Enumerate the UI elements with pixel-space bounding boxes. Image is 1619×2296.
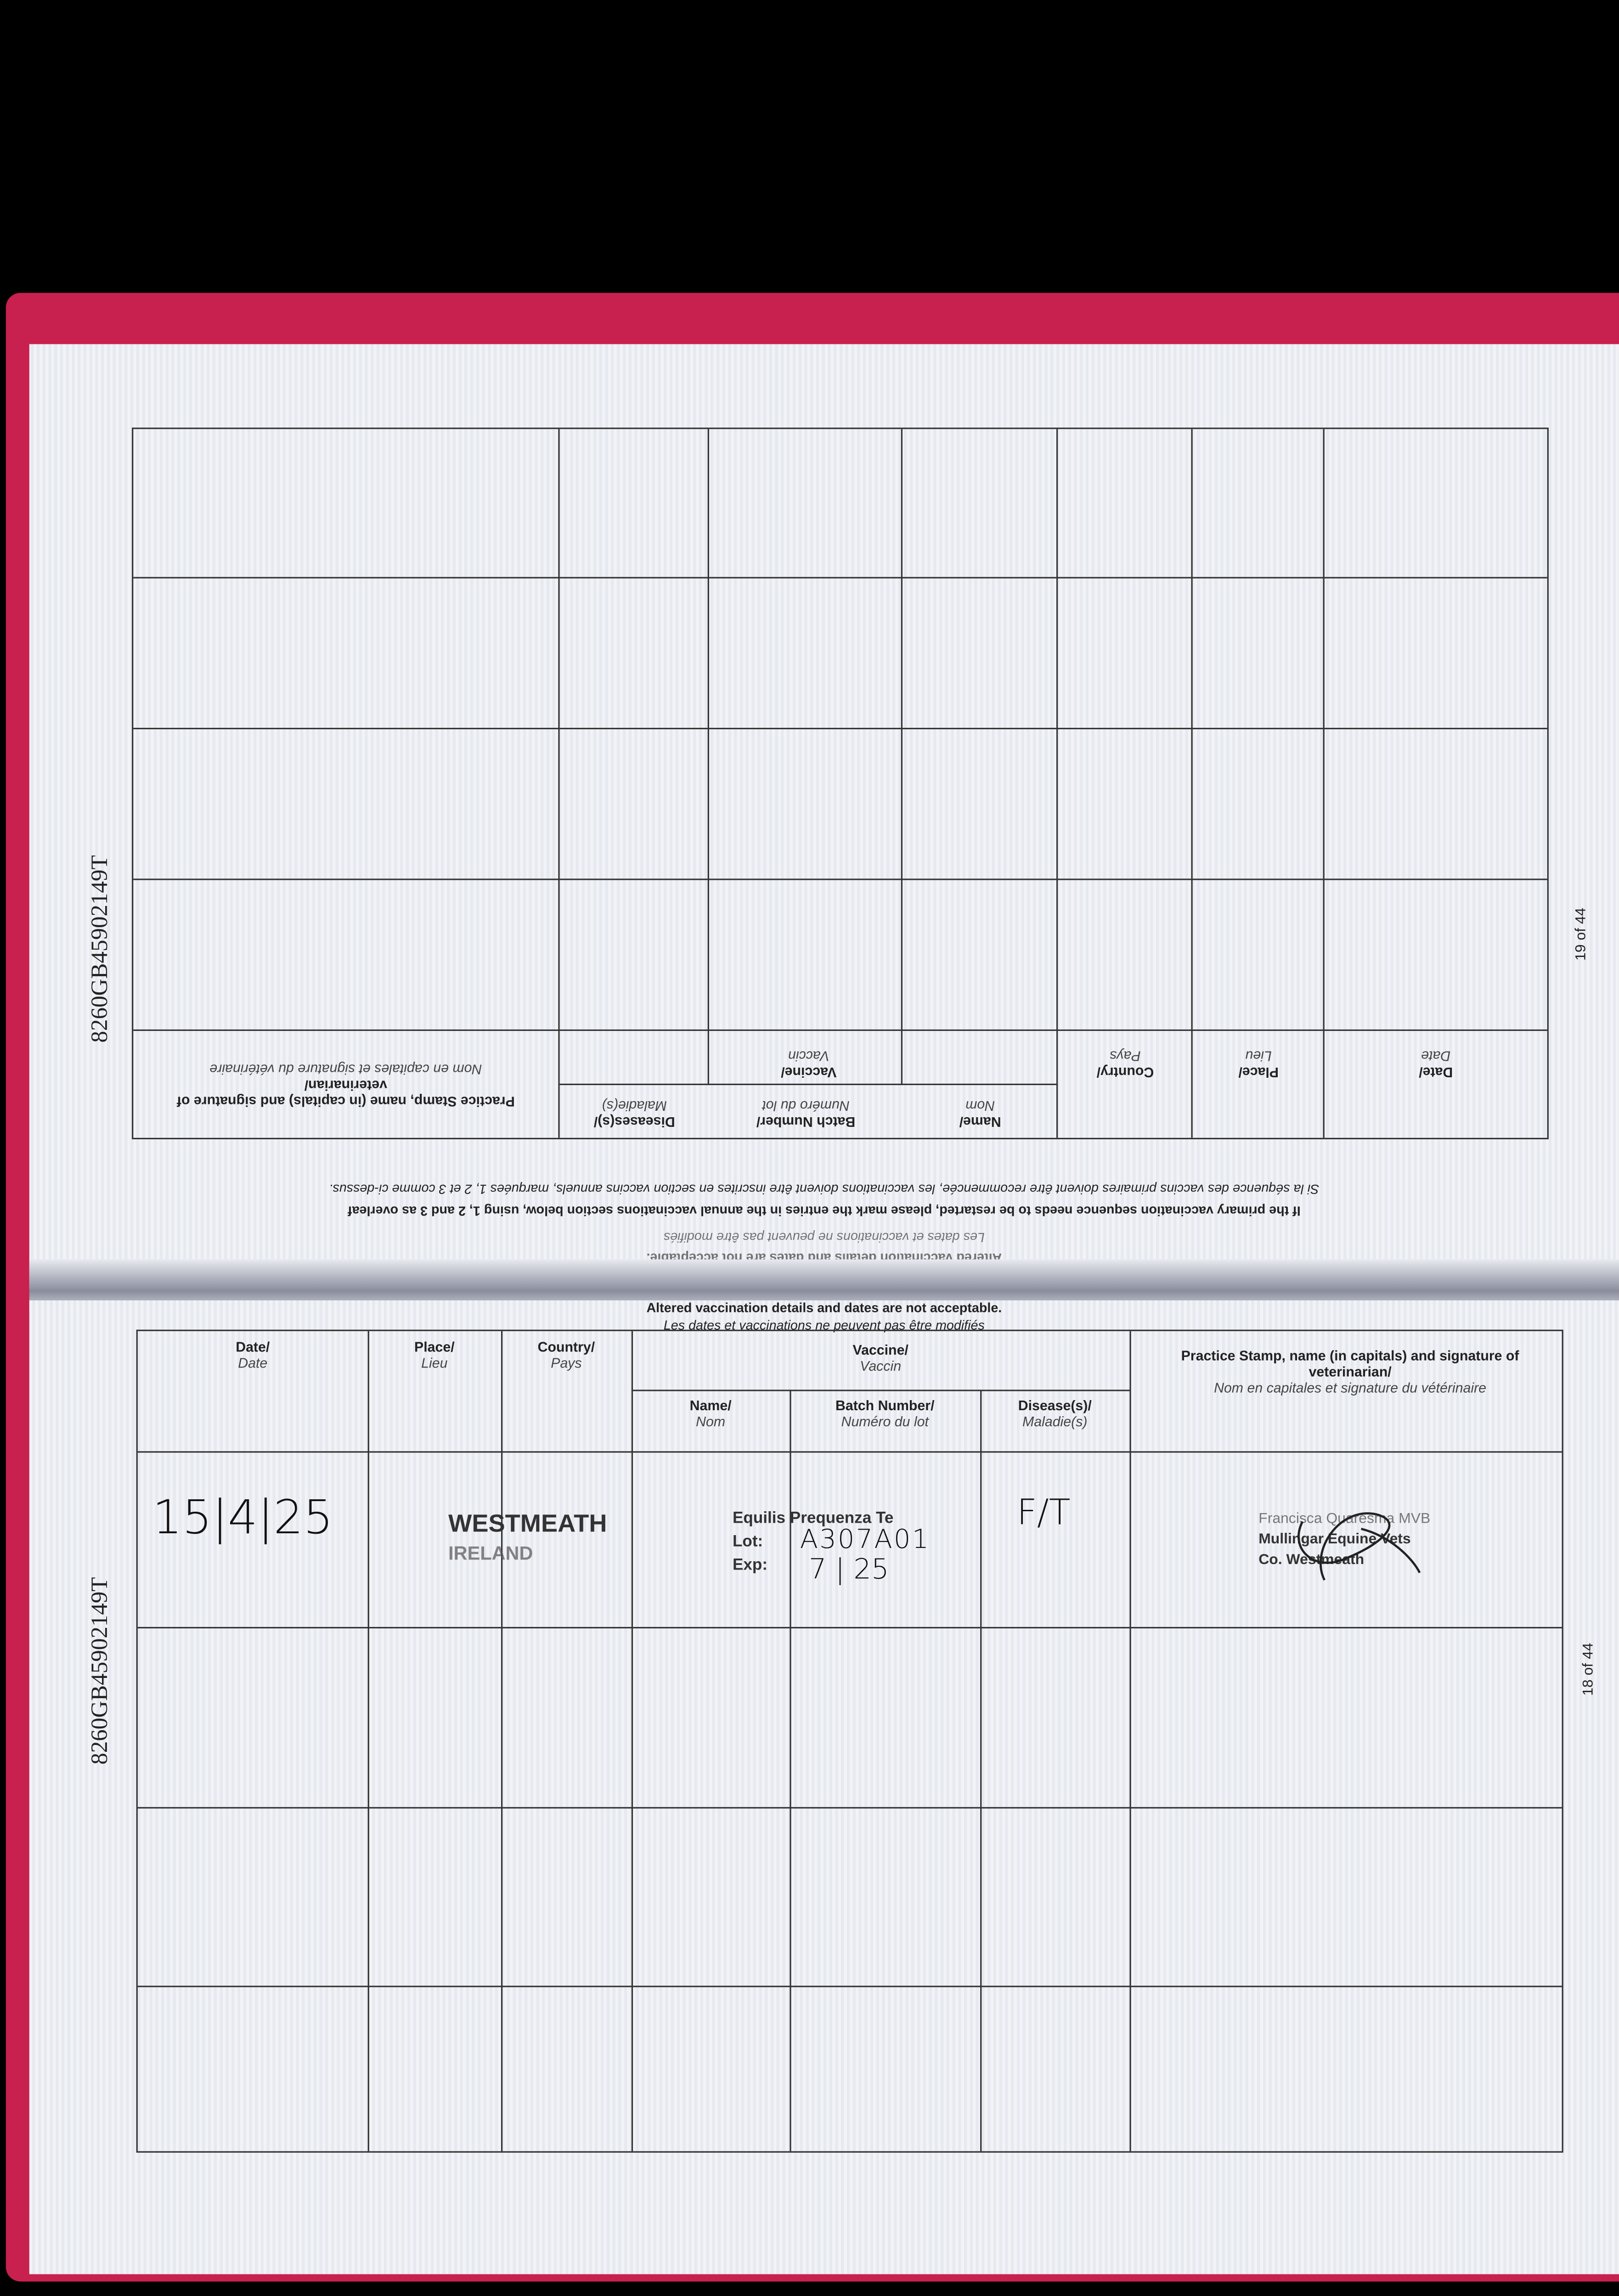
col-name: Name/Nom	[959, 1097, 1001, 1129]
instructions-fr: Si la séquence des vaccins primaires doi…	[329, 1182, 1320, 1197]
col-name: Name/Nom	[689, 1398, 732, 1431]
col-disease: Disease(s)/Maladie(s)	[1018, 1398, 1092, 1431]
entry-place: WESTMEATH	[448, 1509, 607, 1538]
col-batch: Batch Number/Numéro du lot	[835, 1398, 935, 1431]
col-place: Place/Lieu	[414, 1339, 455, 1373]
notice-fr: Les dates et vaccinations ne peuvent pas…	[663, 1230, 985, 1245]
entry-exp: 7 | 25	[808, 1553, 889, 1586]
col-date: Date/Date	[236, 1339, 270, 1373]
lower-vaccination-table: Date/Date Place/Lieu Country/Pays Vaccin…	[136, 1329, 1563, 2153]
col-date: Date/Date	[1419, 1047, 1453, 1080]
entry-lot: A307A01	[800, 1524, 931, 1555]
notice-en: Altered vaccination details and dates ar…	[646, 1300, 1002, 1315]
col-country: Country/Pays	[1096, 1047, 1154, 1080]
lot-label: Lot:	[733, 1533, 763, 1551]
instructions-en: If the primary vaccination sequence need…	[348, 1204, 1301, 1219]
page-number-19: 19 of 44	[1574, 907, 1590, 961]
entry-disease: F/T	[1016, 1492, 1071, 1533]
col-batch: Batch Number/Numéro du lot	[756, 1097, 856, 1129]
lower-page: Altered vaccination details and dates ar…	[29, 1300, 1619, 2274]
page-number-18: 18 of 44	[1581, 1643, 1597, 1696]
signature-icon	[1297, 1512, 1421, 1581]
col-country: Country/Pays	[537, 1339, 595, 1373]
upper-vaccination-table: Date/Date Place/Lieu Country/Pays Vaccin…	[132, 428, 1549, 1140]
col-vaccine: Vaccine/Vaccin	[781, 1047, 837, 1080]
col-vaccine: Vaccine/Vaccin	[852, 1343, 908, 1375]
col-practice: Practice Stamp, name (in capitals) and s…	[176, 1060, 515, 1109]
document-id-lower: 8260GB45902149T	[88, 1577, 113, 1765]
entry-date: 15|4|25	[152, 1489, 333, 1545]
upper-page: Altered vaccination details and dates ar…	[29, 344, 1619, 1289]
entry-vaccine-name: Equilis Prequenza Te	[733, 1509, 894, 1528]
col-practice: Practice Stamp, name (in capitals) and s…	[1181, 1349, 1519, 1397]
col-disease: Diseases(s)/Maladie(s)	[593, 1097, 675, 1129]
exp-label: Exp:	[733, 1556, 768, 1575]
entry-country: IRELAND	[448, 1542, 533, 1564]
document-id-upper: 8260GB45902149T	[88, 855, 113, 1043]
col-place: Place/Lieu	[1238, 1047, 1279, 1080]
